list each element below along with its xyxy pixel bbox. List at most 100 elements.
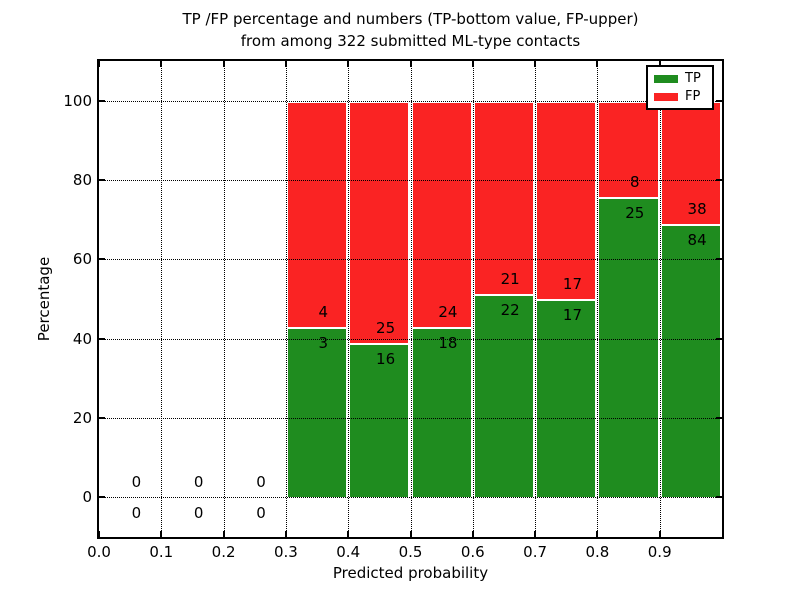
y-tick-mark bbox=[716, 258, 722, 261]
gridline-vertical bbox=[659, 61, 661, 537]
fp-count-label: 8 bbox=[629, 172, 640, 191]
plot-area: 0 0 0 0 0 0 4 3 25 16 24 18 21 22 17 17 8 25 38 84 bbox=[97, 59, 724, 539]
bar-tp-segment bbox=[597, 196, 660, 498]
fp-count-label: 0 bbox=[193, 473, 204, 492]
y-tick-mark bbox=[99, 258, 105, 261]
bar-tp-segment bbox=[410, 327, 473, 498]
x-tick-mark bbox=[534, 531, 537, 537]
gridline-vertical bbox=[223, 61, 225, 537]
y-tick-label: 100 bbox=[63, 91, 92, 110]
y-tick-mark bbox=[99, 337, 105, 340]
x-tick-mark bbox=[409, 531, 412, 537]
x-tick-label: 0.1 bbox=[149, 543, 174, 561]
y-tick-label: 60 bbox=[72, 250, 92, 269]
y-tick-mark bbox=[716, 417, 722, 419]
bar-tp-segment bbox=[659, 224, 722, 498]
bar-fp-segment bbox=[597, 100, 660, 197]
chart-title-line2: from among 322 submitted ML-type contact… bbox=[240, 32, 581, 50]
bar-fp-segment bbox=[410, 100, 473, 328]
gridline-vertical bbox=[161, 61, 163, 537]
y-tick-label: 80 bbox=[72, 171, 92, 189]
x-tick-mark bbox=[658, 61, 661, 67]
x-axis-label: Predicted probability bbox=[332, 564, 489, 582]
gridline-vertical bbox=[597, 61, 599, 537]
y-tick-label: 40 bbox=[72, 329, 92, 348]
tp-count-label: 0 bbox=[131, 504, 142, 523]
tp-count-label: 0 bbox=[256, 504, 266, 523]
legend-swatch-tp bbox=[654, 74, 678, 83]
fp-count-label: 0 bbox=[256, 473, 266, 492]
x-tick-mark bbox=[347, 61, 350, 67]
tp-count-label: 16 bbox=[376, 349, 396, 368]
fp-count-label: 21 bbox=[500, 270, 520, 289]
legend-swatch-fp bbox=[654, 92, 678, 101]
x-tick-mark bbox=[222, 61, 225, 67]
tp-count-label: 17 bbox=[562, 306, 583, 324]
gridline-vertical bbox=[472, 61, 474, 537]
tp-count-label: 84 bbox=[687, 231, 707, 250]
chart-title: TP /FP percentage and numbers (TP-bottom… bbox=[99, 8, 722, 52]
fp-count-label: 25 bbox=[376, 318, 396, 337]
x-tick-label: 0.5 bbox=[398, 543, 423, 561]
bar-fp-segment bbox=[285, 100, 349, 328]
y-tick-mark bbox=[716, 179, 722, 181]
bar-tp-segment bbox=[535, 299, 598, 498]
bar-fp-segment bbox=[535, 100, 598, 299]
legend: TP FP bbox=[646, 65, 714, 110]
x-tick-mark bbox=[284, 531, 287, 537]
legend-label: TP bbox=[685, 71, 701, 86]
x-tick-mark bbox=[471, 61, 474, 67]
x-tick-mark bbox=[347, 531, 350, 537]
y-tick-mark bbox=[716, 99, 722, 102]
bar-tp-segment bbox=[285, 327, 349, 498]
gridline-vertical bbox=[535, 61, 537, 537]
x-tick-label: 0.0 bbox=[87, 543, 111, 561]
x-tick-mark bbox=[222, 531, 225, 537]
y-axis-tick-labels: 0 20 40 60 80 100 bbox=[0, 61, 92, 537]
gridline-vertical bbox=[348, 61, 350, 537]
x-tick-label: 0.7 bbox=[523, 543, 548, 561]
y-tick-mark bbox=[99, 99, 105, 102]
x-tick-label: 0.6 bbox=[460, 543, 485, 561]
y-tick-mark bbox=[716, 337, 722, 340]
x-tick-mark bbox=[658, 531, 661, 537]
fp-count-label: 17 bbox=[562, 275, 583, 293]
x-tick-mark bbox=[98, 61, 100, 67]
bar-tp-segment bbox=[472, 294, 536, 498]
chart-title-line1: TP /FP percentage and numbers (TP-bottom… bbox=[182, 10, 639, 28]
tp-count-label: 22 bbox=[500, 301, 520, 320]
y-tick-label: 0 bbox=[82, 488, 92, 507]
legend-item: FP bbox=[654, 90, 706, 103]
bar-fp-segment bbox=[659, 100, 722, 225]
bar-fp-segment bbox=[348, 100, 411, 343]
x-tick-label: 0.4 bbox=[336, 543, 361, 561]
x-tick-label: 0.9 bbox=[647, 543, 672, 561]
bar-fp-segment bbox=[472, 100, 536, 295]
gridline-vertical bbox=[285, 61, 287, 537]
x-axis-tick-labels: 0.0 0.1 0.2 0.3 0.4 0.5 0.6 0.7 0.8 0.9 bbox=[87, 543, 722, 563]
x-tick-mark bbox=[596, 531, 599, 537]
x-tick-mark bbox=[471, 531, 474, 537]
tp-count-label: 18 bbox=[438, 334, 458, 353]
tp-count-label: 0 bbox=[193, 504, 204, 523]
fp-count-label: 0 bbox=[131, 473, 142, 492]
fp-count-label: 24 bbox=[438, 303, 458, 322]
y-tick-mark bbox=[99, 179, 105, 181]
legend-item: TP bbox=[654, 72, 706, 85]
x-tick-mark bbox=[596, 61, 599, 67]
x-tick-label: 0.3 bbox=[273, 543, 298, 561]
legend-label: FP bbox=[685, 89, 701, 104]
tp-count-label: 25 bbox=[625, 203, 645, 222]
x-tick-mark bbox=[160, 61, 163, 67]
x-tick-mark bbox=[98, 531, 100, 537]
y-tick-mark bbox=[99, 417, 105, 419]
x-tick-mark bbox=[160, 531, 163, 537]
y-tick-mark bbox=[99, 496, 105, 499]
fp-count-label: 38 bbox=[687, 200, 707, 219]
y-tick-label: 20 bbox=[72, 409, 92, 427]
x-tick-mark bbox=[409, 61, 412, 67]
x-tick-mark bbox=[284, 61, 287, 67]
bar-tp-segment bbox=[348, 342, 411, 498]
fp-count-label: 4 bbox=[318, 303, 329, 322]
